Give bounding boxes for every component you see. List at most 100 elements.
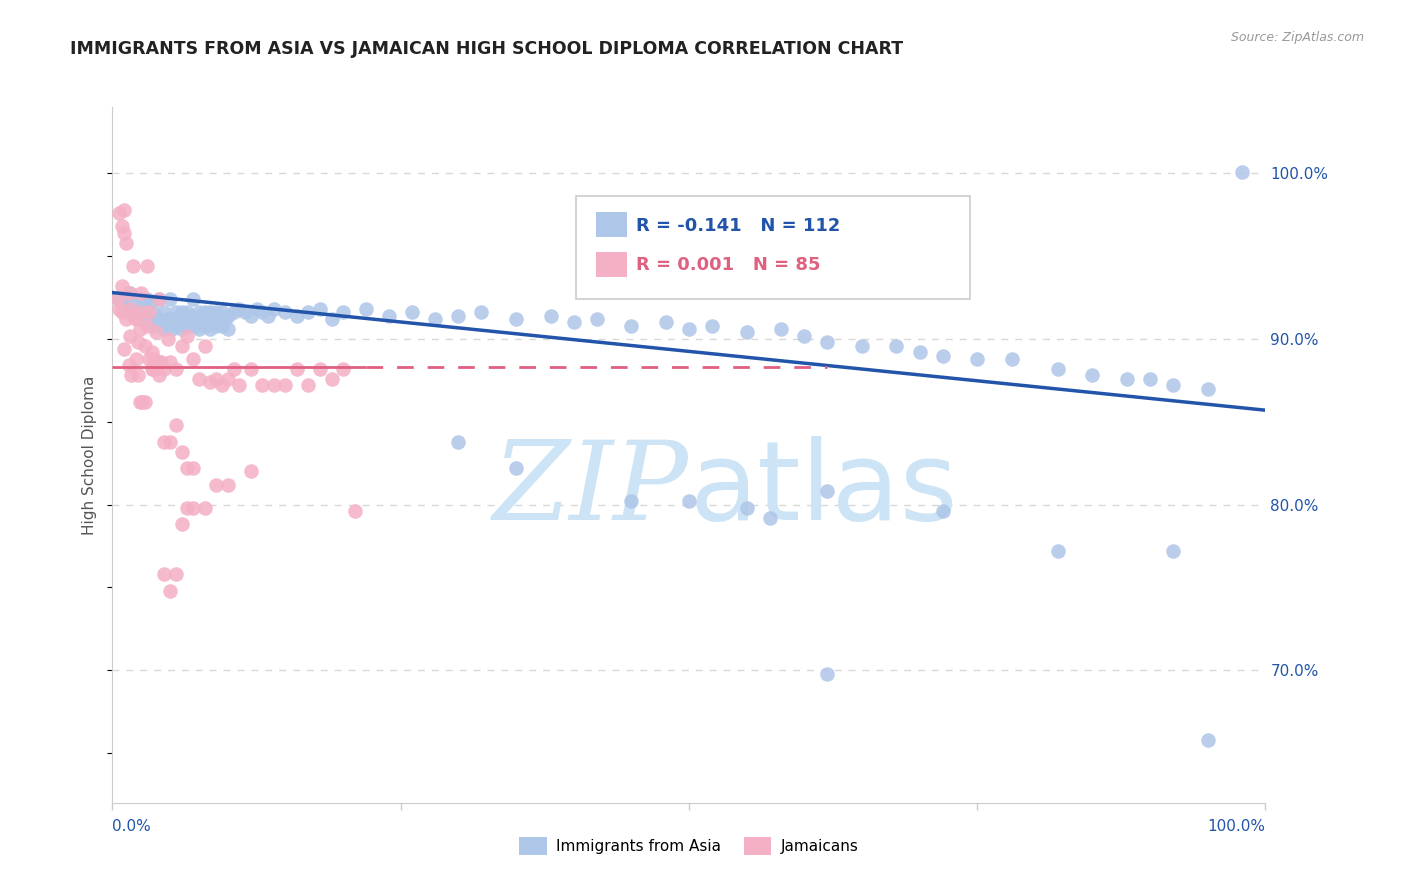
Point <box>176 461 198 475</box>
Point <box>211 305 233 319</box>
Point <box>1081 368 1104 383</box>
Point <box>735 326 758 340</box>
Point <box>194 338 217 352</box>
Point <box>1046 361 1069 376</box>
Point <box>195 312 218 326</box>
Point <box>309 302 332 317</box>
Point <box>165 305 187 319</box>
Point <box>263 378 285 392</box>
Point <box>112 291 135 305</box>
Point <box>112 226 135 240</box>
Point <box>127 312 149 326</box>
Point <box>678 322 700 336</box>
Point <box>886 338 908 352</box>
Point <box>1116 372 1139 386</box>
Point <box>138 305 160 319</box>
Point <box>1232 164 1254 178</box>
Point <box>143 351 166 366</box>
Point <box>188 322 211 336</box>
Point <box>1161 378 1184 392</box>
Point <box>908 345 931 359</box>
Point <box>107 291 129 305</box>
Point <box>159 355 181 369</box>
Point <box>1161 544 1184 558</box>
Point <box>194 305 217 319</box>
Point <box>700 318 723 333</box>
Point <box>585 312 607 326</box>
Point <box>134 302 156 317</box>
Point <box>120 302 142 317</box>
Point <box>153 567 176 582</box>
Point <box>1001 351 1024 366</box>
Point <box>170 517 193 532</box>
Point <box>194 500 217 515</box>
Point <box>257 309 280 323</box>
Point <box>170 305 193 319</box>
Point <box>180 309 202 323</box>
Text: R = 0.001   N = 85: R = 0.001 N = 85 <box>636 256 820 274</box>
Point <box>343 504 366 518</box>
Point <box>505 312 527 326</box>
Point <box>107 292 129 306</box>
Point <box>815 666 838 681</box>
Point <box>148 312 170 326</box>
Point <box>447 434 470 449</box>
Point <box>228 302 250 317</box>
Point <box>321 312 343 326</box>
Point <box>562 315 585 329</box>
Point <box>138 295 160 310</box>
Y-axis label: High School Diploma: High School Diploma <box>82 376 97 534</box>
Point <box>129 395 152 409</box>
Point <box>297 305 319 319</box>
Point <box>770 322 793 336</box>
Point <box>111 279 134 293</box>
Point <box>165 567 187 582</box>
Point <box>655 315 678 329</box>
Point <box>153 361 176 376</box>
Point <box>207 312 229 326</box>
Point <box>246 302 269 317</box>
Point <box>159 292 181 306</box>
Point <box>136 259 159 273</box>
Point <box>117 285 139 300</box>
Point <box>211 318 233 333</box>
Point <box>145 312 167 326</box>
Point <box>159 434 181 449</box>
Point <box>176 500 198 515</box>
Point <box>181 312 204 326</box>
Text: 100.0%: 100.0% <box>1208 819 1265 834</box>
Point <box>332 305 354 319</box>
Point <box>200 375 222 389</box>
Point <box>165 318 187 333</box>
Point <box>159 583 181 598</box>
Point <box>134 395 156 409</box>
Point <box>120 368 142 383</box>
Point <box>118 285 141 300</box>
Point <box>181 500 204 515</box>
Point <box>124 305 146 319</box>
Point <box>142 318 165 333</box>
Point <box>159 312 181 326</box>
Point <box>145 326 167 340</box>
Point <box>191 309 214 323</box>
Point <box>202 309 225 323</box>
Point <box>118 302 141 317</box>
Point <box>239 309 262 323</box>
Point <box>142 361 165 376</box>
Point <box>401 305 423 319</box>
Point <box>143 355 166 369</box>
Point <box>188 305 211 319</box>
Point <box>620 494 643 508</box>
Point <box>170 322 193 336</box>
Point <box>176 305 198 319</box>
Point <box>184 318 207 333</box>
Point <box>205 477 228 491</box>
Point <box>285 309 308 323</box>
Point <box>148 292 170 306</box>
Legend: Immigrants from Asia, Jamaicans: Immigrants from Asia, Jamaicans <box>513 830 865 862</box>
Point <box>285 361 308 376</box>
Point <box>211 378 233 392</box>
Point <box>205 372 228 386</box>
Text: R = -0.141   N = 112: R = -0.141 N = 112 <box>636 217 839 235</box>
Point <box>149 355 172 369</box>
